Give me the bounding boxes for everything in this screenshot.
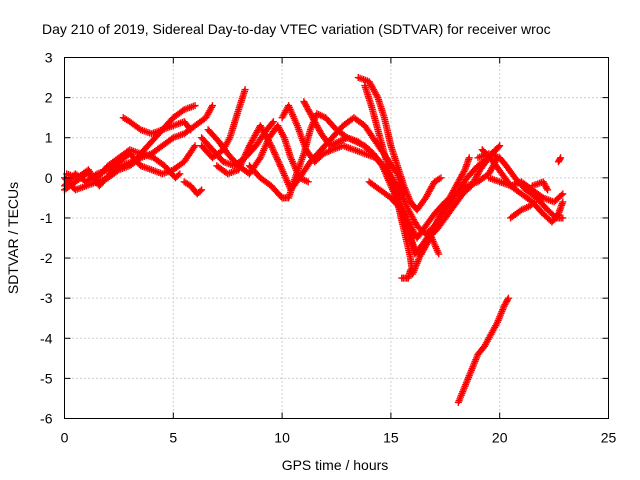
data-point — [176, 170, 184, 178]
data-point — [373, 92, 381, 100]
series-22 — [507, 198, 539, 222]
y-tick-label: 3 — [45, 50, 53, 66]
data-point — [406, 266, 414, 274]
data-point — [496, 142, 504, 150]
data-point — [460, 167, 468, 175]
data-point — [269, 118, 277, 126]
series-23 — [528, 178, 552, 194]
y-tick-label: 0 — [45, 170, 53, 186]
x-tick-label: 0 — [61, 430, 69, 446]
y-axis-ticks: 3 2 1 0 -1 -2 -3 -4 -5 -6 — [40, 50, 609, 427]
data-point — [557, 191, 565, 199]
data-point — [435, 175, 443, 183]
data-point — [304, 178, 312, 186]
x-tick-label: 20 — [492, 430, 508, 446]
y-axis-label: SDTVAR / TECUs — [5, 182, 21, 294]
data-point — [504, 296, 512, 304]
x-tick-label: 5 — [169, 430, 177, 446]
data-point — [190, 143, 198, 151]
series-4 — [63, 150, 184, 190]
data-point — [529, 199, 537, 207]
y-tick-label: -4 — [40, 330, 53, 346]
series-5 — [119, 114, 195, 138]
x-tick-label: 10 — [274, 430, 290, 446]
data-point — [191, 142, 199, 150]
data-point — [437, 174, 445, 182]
data-point — [187, 126, 195, 134]
data-point — [557, 154, 565, 162]
series-18 — [454, 294, 512, 406]
data-points — [61, 74, 567, 406]
y-tick-label: -6 — [40, 411, 53, 427]
data-point — [174, 171, 182, 179]
data-point — [491, 146, 499, 154]
data-point — [198, 186, 206, 194]
data-point — [531, 198, 539, 206]
y-tick-label: 1 — [45, 130, 53, 146]
data-point — [559, 214, 567, 222]
grid-lines — [64, 57, 609, 419]
x-tick-label: 25 — [601, 430, 617, 446]
data-point — [268, 119, 276, 127]
plot-border — [64, 57, 609, 419]
data-point — [544, 186, 552, 194]
series-6 — [180, 178, 206, 198]
data-point — [208, 102, 216, 110]
data-point — [465, 154, 473, 162]
series-21 — [485, 174, 567, 206]
y-tick-label: -5 — [40, 370, 53, 386]
y-tick-label: -3 — [40, 290, 53, 306]
data-point — [241, 86, 249, 94]
data-point — [543, 184, 551, 192]
series-20 — [478, 146, 567, 226]
data-point — [504, 294, 512, 302]
data-point — [435, 250, 443, 258]
x-axis-ticks: 0 5 10 15 20 25 — [61, 57, 617, 446]
series-24 — [554, 154, 565, 166]
data-point — [191, 102, 199, 110]
series-14 — [354, 74, 445, 214]
y-tick-label: -2 — [40, 250, 53, 266]
y-tick-label: 2 — [45, 90, 53, 106]
data-point — [559, 198, 567, 206]
series-17 — [398, 266, 414, 282]
series-15 — [361, 82, 499, 278]
x-axis-label: GPS time / hours — [282, 457, 389, 473]
x-tick-label: 15 — [383, 430, 399, 446]
y-tick-label: -1 — [40, 210, 53, 226]
data-point — [559, 190, 567, 198]
data-point — [196, 187, 204, 195]
chart-title: Day 210 of 2019, Sidereal Day-to-day VTE… — [42, 21, 551, 37]
data-point — [556, 155, 564, 163]
data-point — [186, 124, 194, 132]
